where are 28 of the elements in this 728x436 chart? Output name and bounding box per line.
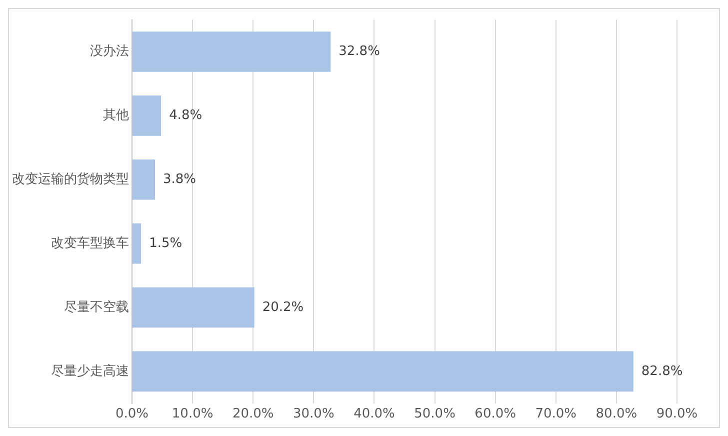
bar xyxy=(132,32,331,72)
x-tick-label: 60.0% xyxy=(474,406,516,422)
y-tick-label: 改变车型换车 xyxy=(51,236,129,251)
y-tick-label: 没办法 xyxy=(90,44,129,60)
data-label: 82.8% xyxy=(641,364,683,379)
bar xyxy=(132,96,162,136)
x-tick-label: 90.0% xyxy=(656,406,698,422)
x-tick-label: 80.0% xyxy=(596,406,638,422)
bar xyxy=(132,287,254,328)
x-tick-label: 40.0% xyxy=(354,406,395,422)
y-tick-label: 尽量不空载 xyxy=(64,300,129,315)
x-tick-label: 70.0% xyxy=(535,406,577,422)
data-label: 3.8% xyxy=(163,172,196,188)
y-tick-label: 尽量少走高速 xyxy=(51,362,129,379)
x-tick-label: 0.0% xyxy=(115,406,149,422)
x-tick-label: 50.0% xyxy=(414,406,456,422)
data-label: 1.5% xyxy=(149,236,182,251)
x-tick-label: 30.0% xyxy=(293,406,334,422)
x-tick-label: 10.0% xyxy=(172,406,214,422)
data-label: 4.8% xyxy=(169,108,202,124)
y-tick-label: 其他 xyxy=(103,108,129,124)
bar xyxy=(132,351,634,392)
data-label: 20.2% xyxy=(262,300,304,315)
bar xyxy=(132,159,156,200)
bar xyxy=(132,223,142,264)
x-tick-label: 20.0% xyxy=(232,406,274,422)
data-label: 32.8% xyxy=(338,44,380,60)
y-tick-label: 改变运输的货物类型 xyxy=(12,172,129,188)
